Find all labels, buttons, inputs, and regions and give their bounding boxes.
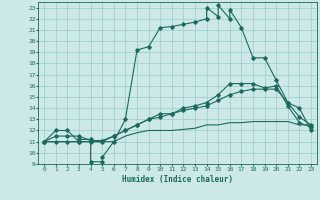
X-axis label: Humidex (Indice chaleur): Humidex (Indice chaleur)	[122, 175, 233, 184]
